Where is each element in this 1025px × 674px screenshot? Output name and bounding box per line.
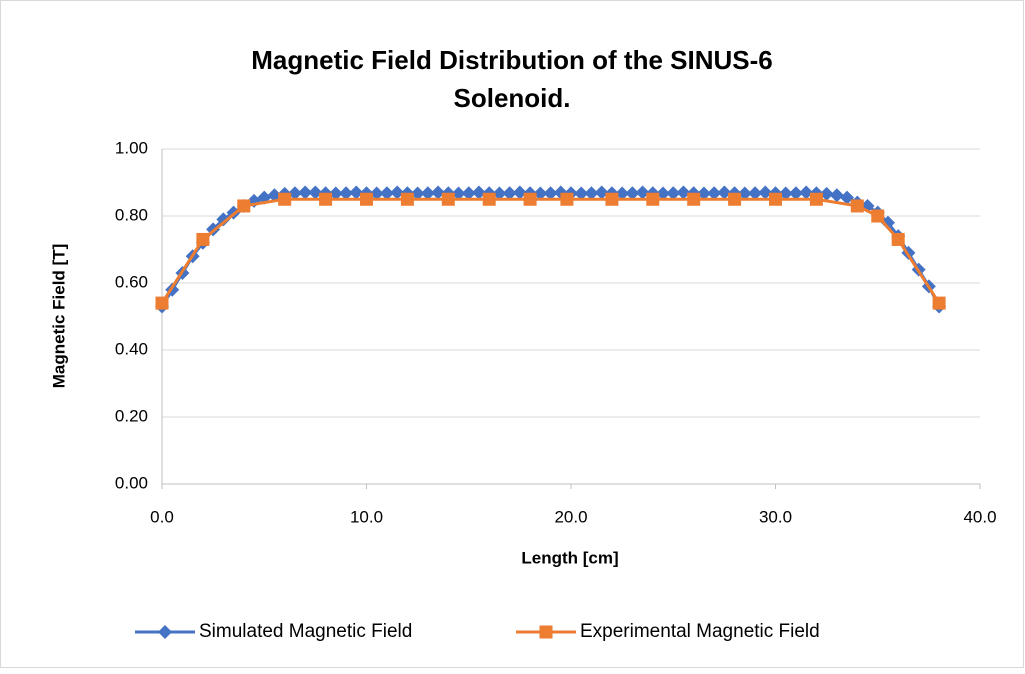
data-point <box>748 186 763 201</box>
data-point <box>533 186 548 201</box>
data-point <box>420 186 435 201</box>
data-point <box>584 186 599 201</box>
title-line: Magnetic Field Distribution of the SINUS… <box>251 45 772 75</box>
data-point <box>349 185 364 200</box>
data-point <box>308 185 323 200</box>
x-tick-label: 0.0 <box>150 507 174 526</box>
data-point <box>431 185 446 200</box>
data-point <box>328 186 343 201</box>
data-point <box>758 185 773 200</box>
y-axis-label: Magnetic Field [T] <box>49 244 68 389</box>
y-tick-label: 0.60 <box>115 272 148 291</box>
data-point <box>471 185 486 200</box>
data-point <box>390 185 405 200</box>
data-point <box>492 186 507 201</box>
data-point <box>410 186 425 201</box>
data-point <box>216 212 231 227</box>
data-point <box>543 186 558 201</box>
y-tick-label: 0.40 <box>115 339 148 358</box>
data-point <box>769 192 782 206</box>
data-point <box>369 186 384 201</box>
data-point <box>728 192 742 206</box>
data-point <box>656 186 671 201</box>
data-point <box>819 186 834 201</box>
data-point <box>737 186 752 201</box>
legend-label: Simulated Magnetic Field <box>199 621 412 642</box>
data-point <box>560 192 574 206</box>
chart-title: Magnetic Field Distribution of the SINUS… <box>251 45 772 113</box>
data-point <box>676 185 691 200</box>
x-axis-label: Length [cm] <box>521 548 618 567</box>
data-point <box>267 188 282 203</box>
data-point <box>319 192 333 206</box>
data-point <box>778 186 793 201</box>
data-point <box>809 192 823 206</box>
x-tick-label: 40.0 <box>963 507 996 526</box>
data-point <box>574 186 589 201</box>
x-tick-label: 20.0 <box>554 507 587 526</box>
data-point <box>615 186 630 201</box>
legend-marker <box>539 625 553 639</box>
legend-marker <box>158 625 172 639</box>
x-tick-label: 10.0 <box>350 507 383 526</box>
x-tick-label: 30.0 <box>759 507 792 526</box>
data-point <box>829 188 844 203</box>
data-point <box>502 186 517 201</box>
data-point <box>298 185 313 200</box>
legend-label: Experimental Magnetic Field <box>580 621 820 642</box>
data-point <box>379 186 394 201</box>
y-tick-label: 0.00 <box>115 473 148 492</box>
y-tick-label: 0.80 <box>115 205 148 224</box>
data-point <box>666 186 681 201</box>
data-point <box>512 185 527 200</box>
data-point <box>891 232 905 246</box>
y-tick-label: 0.20 <box>115 406 148 425</box>
data-point <box>287 186 302 201</box>
data-point <box>850 199 864 213</box>
data-point <box>696 186 711 201</box>
data-point <box>594 185 609 200</box>
data-point <box>635 185 650 200</box>
y-tick-label: 1.00 <box>115 138 148 157</box>
data-point <box>360 192 373 206</box>
data-point <box>625 186 640 201</box>
data-point <box>799 185 814 200</box>
data-point <box>482 192 496 206</box>
data-point <box>840 190 855 205</box>
data-point <box>788 186 803 201</box>
data-point <box>687 192 701 206</box>
data-point <box>155 296 169 310</box>
data-point <box>237 199 251 213</box>
data-point <box>605 192 619 206</box>
data-point <box>932 296 946 310</box>
title-line: Solenoid. <box>454 83 571 113</box>
data-point <box>339 186 354 201</box>
data-point <box>278 192 292 206</box>
data-point <box>880 215 895 230</box>
data-point <box>461 186 476 201</box>
data-point <box>451 186 466 201</box>
data-point <box>717 185 732 200</box>
data-point <box>196 232 210 246</box>
data-point <box>707 186 722 201</box>
data-point <box>646 192 660 206</box>
data-point <box>523 192 537 206</box>
data-point <box>400 192 414 206</box>
data-point <box>871 209 885 223</box>
data-point <box>441 192 455 206</box>
